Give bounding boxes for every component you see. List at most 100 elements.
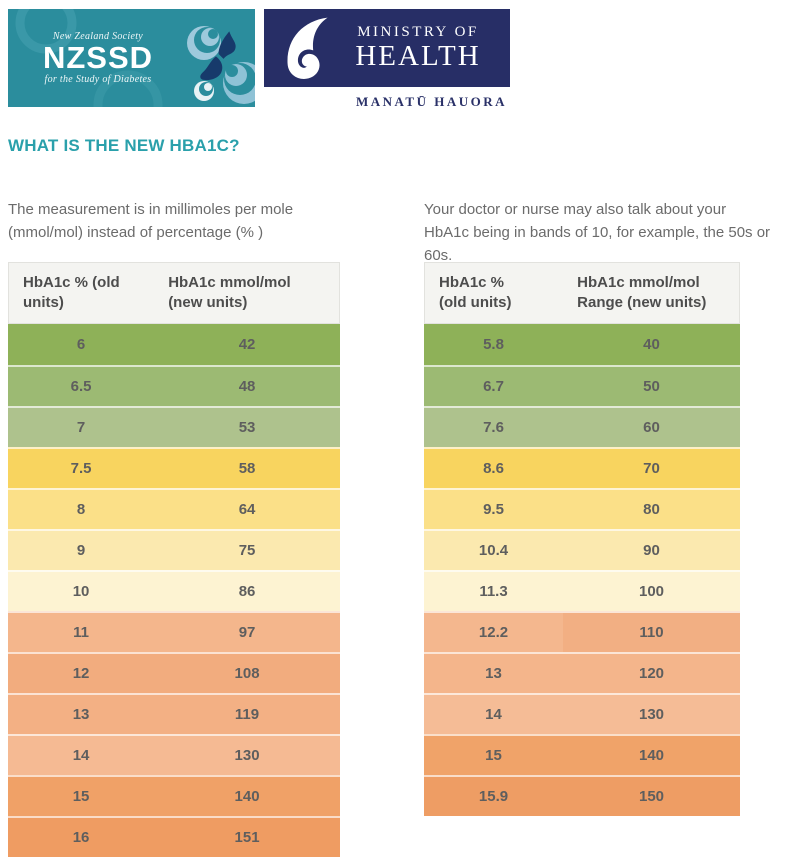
old-units-value: 11 [73,624,89,641]
table-row: 5.8 40 [424,324,740,365]
old-units-value: 10.4 [478,542,509,559]
old-units-value: 10 [72,583,90,600]
new-units-value: 42 [238,336,256,353]
new-units-value: 75 [238,542,256,559]
table-row: 13 119 [8,693,340,734]
column-header-range-new-units: HbA1c mmol/mol Range (new units) [577,274,707,311]
new-units-value: 130 [638,706,665,723]
table-row: 8 64 [8,488,340,529]
table-row: 7 53 [8,406,340,447]
new-units-value: 130 [234,747,260,764]
moh-logo-text: MINISTRY OF HEALTH [334,24,502,71]
old-units-value: 11.3 [479,583,508,600]
old-units-value: 12 [72,665,90,682]
table-row: 7.5 58 [8,447,340,488]
health-label: HEALTH [355,40,481,73]
old-units-value: 7.6 [483,419,504,436]
ministry-of-label: MINISTRY OF [357,24,479,41]
table-row: 12 108 [8,652,340,693]
old-units-value: 6 [76,336,86,353]
new-units-value: 140 [234,788,260,805]
new-units-value: 108 [234,665,260,682]
new-units-value: 150 [638,788,665,805]
new-units-value: 70 [643,460,660,477]
new-units-value: 58 [238,460,256,477]
table-row: 13 120 [424,652,740,693]
table-row: 9 75 [8,529,340,570]
new-units-value: 151 [234,829,260,846]
table-row: 15.9 150 [424,775,740,816]
new-units-value: 119 [234,706,260,723]
new-units-value: 90 [643,542,660,559]
old-units-value: 13 [72,706,90,723]
new-units-value: 100 [638,583,665,600]
koru-pattern-decoration [15,9,255,107]
table-row: 6 42 [8,324,340,365]
old-units-value: 8 [76,501,86,518]
table-row: 6.7 50 [424,365,740,406]
new-units-value: 120 [638,665,665,682]
old-units-value: 6.7 [483,378,504,395]
old-units-value: 9.5 [483,501,504,518]
new-units-value: 60 [643,419,660,436]
table-row: 6.5 48 [8,365,340,406]
koru-spiral-icon [187,26,221,60]
old-units-value: 5.8 [483,336,504,353]
old-units-value: 15 [485,747,502,764]
table-row: 12.2 110 [424,611,740,652]
old-units-value: 16 [72,829,90,846]
table-row: 14 130 [8,734,340,775]
hba1c-conversion-table-right: HbA1c % (old units) HbA1c mmol/mol Range… [424,262,740,816]
table-row: 11.3 100 [424,570,740,611]
old-units-value: 8.6 [483,460,504,477]
new-units-value: 86 [238,583,256,600]
nzssd-logo: New Zealand Society NZSSD for the Study … [8,9,255,107]
old-units-value: 7.5 [70,460,92,477]
hba1c-conversion-table-left: HbA1c % (old units) HbA1c mmol/mol (new … [8,262,340,857]
old-units-value: 6.5 [70,378,92,395]
koru-spiral-icon [223,62,255,104]
new-units-value: 40 [643,336,660,353]
old-units-value: 14 [72,747,90,764]
old-units-value: 12.2 [478,624,509,641]
new-units-value: 80 [643,501,660,518]
table-row: 7.6 60 [424,406,740,447]
table-body: 6 42 6.5 48 7 53 7.5 58 8 64 9 75 10 86 11 97 12 108 13 119… [8,324,340,857]
old-units-value: 15.9 [478,788,509,805]
table-row: 10 86 [8,570,340,611]
column-header-old-units: HbA1c % (old units) [23,274,120,311]
nzssd-study-line: for the Study of Diabetes [44,74,152,86]
nzssd-logo-text: New Zealand Society NZSSD for the Study … [8,9,188,107]
old-units-value: 9 [76,542,86,559]
new-units-value: 97 [238,624,256,641]
intro-line: (mmol/mol) instead of percentage (% ) [8,224,264,241]
column-header-old-units: HbA1c % (old units) [439,274,512,311]
table-row: 16 151 [8,816,340,857]
new-units-value: 64 [238,501,256,518]
old-units-value: 15 [72,788,90,805]
table-header: HbA1c % (old units) HbA1c mmol/mol Range… [424,262,740,324]
table-row: 14 130 [424,693,740,734]
old-units-value: 7 [76,419,86,436]
nzssd-society-line: New Zealand Society [52,30,144,42]
new-units-value: 53 [238,419,256,436]
intro-line: The measurement is in millimoles per mol… [8,201,294,218]
table-row: 15 140 [424,734,740,775]
new-units-value: 110 [563,613,740,652]
table-header: HbA1c % (old units) HbA1c mmol/mol (new … [8,262,340,324]
table-row: 8.6 70 [424,447,740,488]
page-title: WHAT IS THE NEW HBA1C? [8,136,240,155]
table-row: 15 140 [8,775,340,816]
ministry-of-health-logo: MINISTRY OF HEALTH [264,9,510,87]
nz-map-icon [200,31,236,81]
table-body: 5.8 40 6.7 50 7.6 60 8.6 70 9.5 80 10.4 90 11.3 100 12… [424,324,740,816]
table-row: 11 97 [8,611,340,652]
nzssd-acronym: NZSSD [42,39,154,75]
table-row: 9.5 80 [424,488,740,529]
manatu-hauora-label: MANATŪ HAUORA [355,94,507,109]
new-units-value: 48 [238,378,256,395]
intro-line: HbA1c being in bands of 10, for example,… [424,224,771,264]
new-units-value: 50 [643,378,660,395]
new-units-value: 140 [638,747,665,764]
koru-spiral-icon [194,81,214,101]
